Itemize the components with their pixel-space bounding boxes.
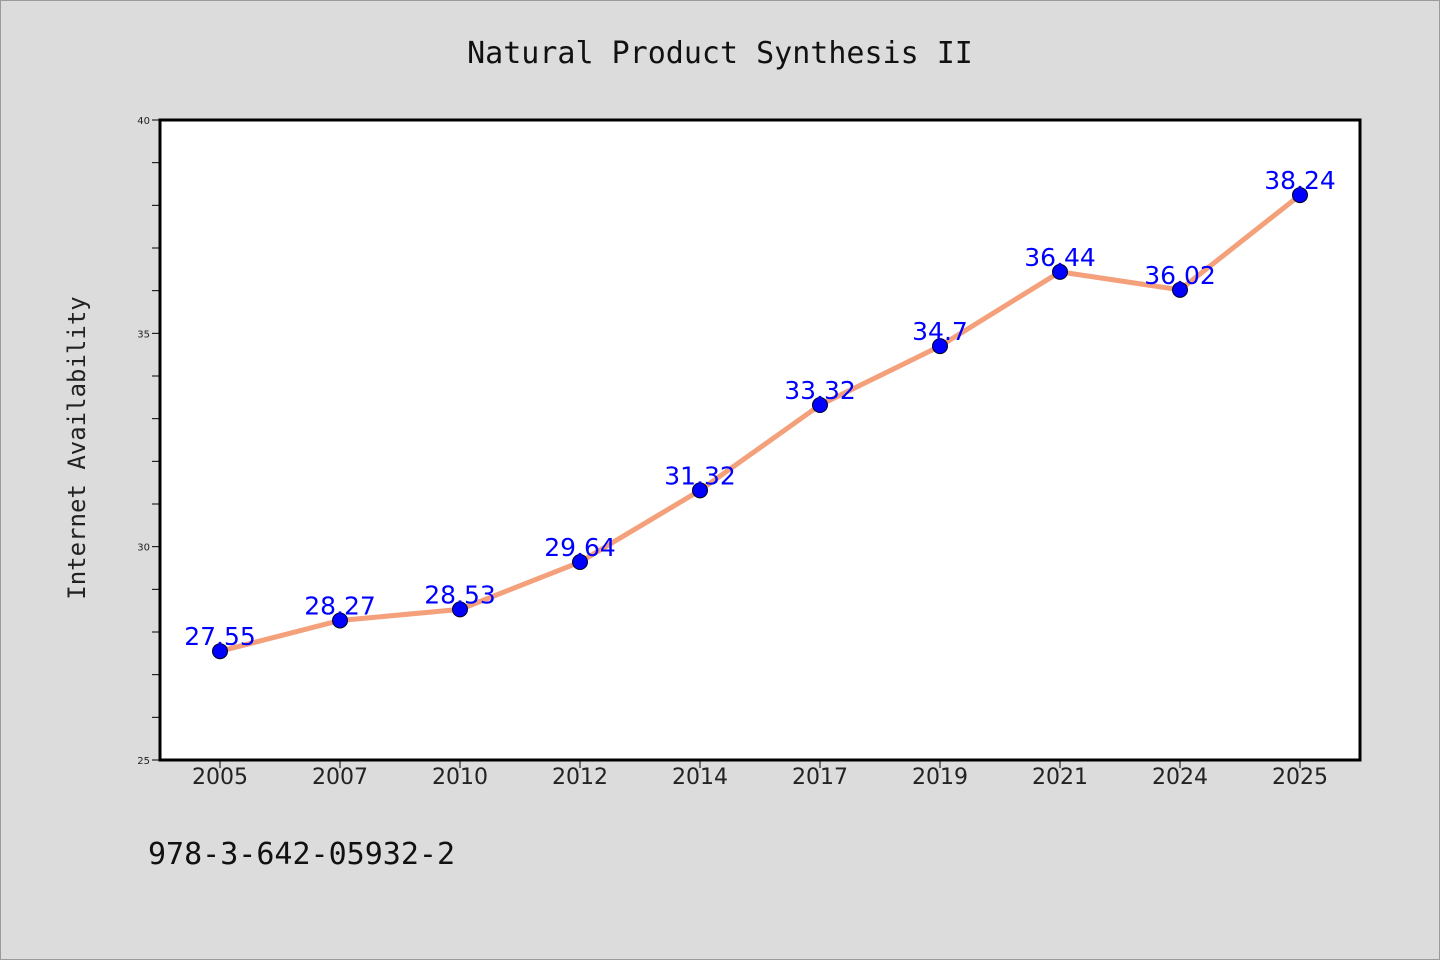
- y-tick-label: 35: [137, 329, 150, 340]
- data-point: [692, 482, 708, 499]
- isbn-text: 978-3-642-05932-2: [148, 837, 455, 872]
- data-labels: 27.55 28.27 28.53 29.64 31.32 33.32 34.7 36.44 3…: [184, 166, 1336, 651]
- x-tick-label: 2007: [312, 765, 368, 790]
- x-tick-label: 2017: [792, 765, 848, 790]
- data-label: 36.44: [1024, 243, 1096, 272]
- y-tick-label: 25: [137, 756, 150, 767]
- data-point: [932, 338, 948, 355]
- series-line: [219, 193, 1302, 654]
- chart-title: Natural Product Synthesis II: [467, 36, 973, 71]
- x-tick-label: 2025: [1272, 765, 1328, 790]
- x-tick-label: 2019: [912, 765, 968, 790]
- y-tick-label: 40: [137, 116, 150, 127]
- data-label: 29.64: [544, 533, 616, 562]
- data-label: 34.7: [912, 317, 968, 346]
- x-tick-label: 2012: [552, 765, 608, 790]
- y-tick-label: 30: [137, 543, 150, 554]
- data-label: 33.32: [784, 376, 856, 405]
- y-axis-ticks: 25 30 35 40: [137, 116, 160, 767]
- x-tick-label: 2010: [432, 765, 488, 790]
- data-point: [332, 612, 348, 629]
- x-tick-label: 2005: [192, 765, 248, 790]
- data-point: [1052, 263, 1068, 280]
- data-label: 28.53: [424, 580, 496, 609]
- data-label: 31.32: [664, 461, 736, 490]
- data-label: 28.27: [304, 591, 376, 620]
- x-tick-label: 2024: [1152, 765, 1208, 790]
- data-point: [452, 601, 468, 618]
- x-tick-label: 2021: [1032, 765, 1088, 790]
- data-point: [812, 397, 828, 414]
- plot-area: [158, 118, 1362, 762]
- x-tick-label: 2014: [672, 765, 728, 790]
- data-point: [1292, 187, 1308, 204]
- data-point: [212, 643, 228, 660]
- data-point: [1172, 281, 1188, 298]
- data-markers: [212, 187, 1308, 660]
- y-axis-label: Internet Availability: [63, 296, 91, 599]
- data-label: 36.02: [1144, 261, 1216, 290]
- data-label: 27.55: [184, 622, 256, 651]
- data-point: [572, 554, 588, 571]
- x-axis-ticks: 2005 2007 2010 2012 2014 2017 2019 2021 2024 2025: [192, 760, 1328, 790]
- data-label: 38.24: [1264, 166, 1336, 195]
